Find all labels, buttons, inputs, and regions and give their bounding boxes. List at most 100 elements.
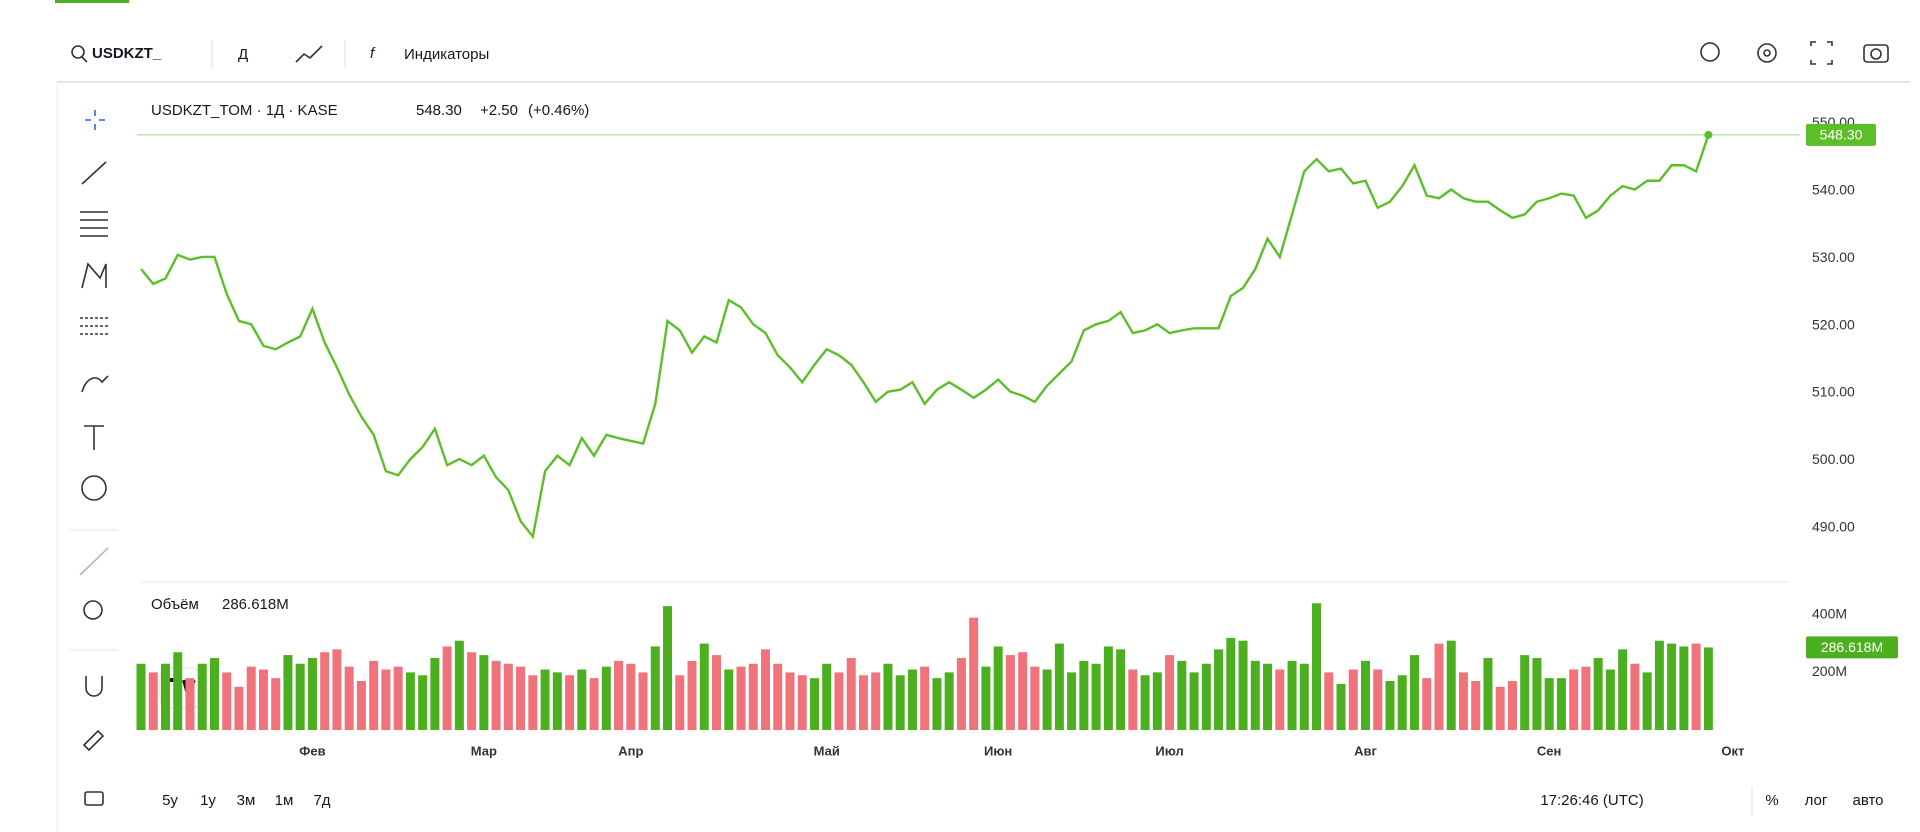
interval[interactable]: Д	[238, 46, 248, 63]
fullscreen-icon[interactable]	[1810, 41, 1833, 65]
volume-bar	[1556, 678, 1566, 730]
magnet-tool[interactable]	[85, 676, 103, 697]
volume-bar	[1605, 669, 1615, 730]
lock-tool[interactable]	[84, 791, 104, 806]
x-tick-label: Сен	[1537, 743, 1561, 758]
volume-bar	[577, 669, 587, 730]
volume-bar	[614, 660, 624, 730]
volume-bar	[638, 672, 648, 730]
volume-bar	[895, 675, 905, 730]
x-tick-label: Май	[814, 743, 840, 758]
auto-toggle[interactable]: авто	[1852, 792, 1883, 809]
volume-bar	[1348, 669, 1358, 730]
volume-bar	[1165, 655, 1175, 730]
replay-icon[interactable]	[1700, 42, 1720, 62]
volume-bar	[1373, 669, 1383, 730]
range-button[interactable]: 3м	[237, 792, 256, 809]
volume-bar	[871, 672, 881, 730]
volume-bar	[797, 675, 807, 730]
y-tick-label: 500.00	[1812, 451, 1855, 467]
percent-toggle[interactable]: %	[1765, 792, 1778, 809]
volume-bar	[1042, 669, 1052, 730]
volume-bar	[1642, 672, 1652, 730]
volume-bar	[1324, 672, 1334, 730]
volume-bar	[222, 672, 232, 730]
volume-bar	[1581, 666, 1591, 730]
volume-bar	[479, 655, 489, 730]
volume-bar	[552, 672, 562, 730]
volume-bar	[1250, 660, 1260, 730]
volume-bar	[405, 672, 415, 730]
volume-badge	[1806, 636, 1898, 659]
volume-bar	[1446, 640, 1456, 730]
settings-icon[interactable]	[1757, 43, 1777, 63]
clock: 17:26:46 (UTC)	[1540, 792, 1643, 809]
volume-bar	[1471, 681, 1481, 730]
volume-bar	[724, 669, 734, 730]
zoom-tool[interactable]	[83, 600, 103, 620]
volume-bar	[1275, 669, 1285, 730]
x-tick-label: Июл	[1155, 743, 1183, 758]
volume-last: 286.618M	[222, 596, 289, 613]
volume-bar	[1054, 643, 1064, 730]
screenshot-icon[interactable]	[1863, 44, 1889, 63]
volume-bar	[993, 646, 1003, 730]
volume-bar	[148, 672, 158, 730]
volume-bar	[271, 678, 281, 730]
indicators[interactable]: Индикаторы	[404, 46, 489, 63]
volume-bar	[442, 646, 452, 730]
chart-style-icon[interactable]	[295, 45, 323, 63]
price-change: +2.50	[480, 102, 518, 119]
range-button[interactable]: 1м	[275, 792, 294, 809]
volume-bar	[1532, 657, 1542, 730]
volume-bar	[907, 669, 917, 730]
emoji-tool[interactable]	[81, 475, 107, 501]
volume-bar	[503, 663, 513, 730]
volume-bar	[283, 655, 293, 730]
range-button[interactable]: 7д	[313, 792, 330, 809]
volume-bar	[1177, 660, 1187, 730]
volume-bar	[295, 663, 305, 730]
volume-bar	[418, 675, 428, 730]
volume-bar	[1263, 663, 1273, 730]
volume-bar	[356, 681, 366, 730]
crosshair-tool[interactable]	[85, 110, 105, 130]
volume-bar	[209, 657, 219, 730]
lock-draw-tool[interactable]	[82, 729, 105, 752]
volume-bar	[1140, 675, 1150, 730]
volume-bar	[1152, 672, 1162, 730]
volume-bar	[540, 669, 550, 730]
volume-bar	[969, 617, 979, 730]
volume-badge-label: 286.618M	[1821, 639, 1883, 655]
line-tool[interactable]	[81, 161, 107, 185]
symbol[interactable]: USDKZT_	[92, 45, 162, 62]
volume-bar	[1691, 643, 1701, 730]
projection-tool[interactable]	[80, 317, 108, 335]
x-tick-label: Июн	[984, 743, 1012, 758]
y-tick-label: 520.00	[1812, 316, 1855, 332]
volume-bar	[234, 686, 244, 730]
volume-bar	[393, 666, 403, 730]
volume-bar	[1458, 672, 1468, 730]
range-button[interactable]: 1у	[200, 792, 216, 809]
brush-tool[interactable]	[81, 375, 109, 393]
fib-tool[interactable]	[80, 211, 108, 237]
volume-bar	[258, 669, 268, 730]
volume-bar	[1030, 666, 1040, 730]
price-change-percent: (+0.46%)	[528, 102, 589, 119]
volume-bar	[1507, 681, 1517, 730]
volume-bar	[663, 606, 673, 730]
volume-bar	[712, 655, 722, 730]
volume-bar	[1067, 672, 1077, 730]
range-button[interactable]: 5у	[162, 792, 178, 809]
volume-bar	[528, 675, 538, 730]
volume-bar	[1654, 640, 1664, 730]
volume-bar	[454, 640, 464, 730]
pattern-tool[interactable]	[81, 262, 107, 289]
volume-bar	[1091, 663, 1101, 730]
volume-bar	[1201, 663, 1211, 730]
log-toggle[interactable]: лог	[1805, 792, 1828, 809]
text-tool[interactable]	[84, 425, 104, 450]
volume-bar	[883, 663, 893, 730]
ruler-tool[interactable]	[79, 547, 109, 576]
